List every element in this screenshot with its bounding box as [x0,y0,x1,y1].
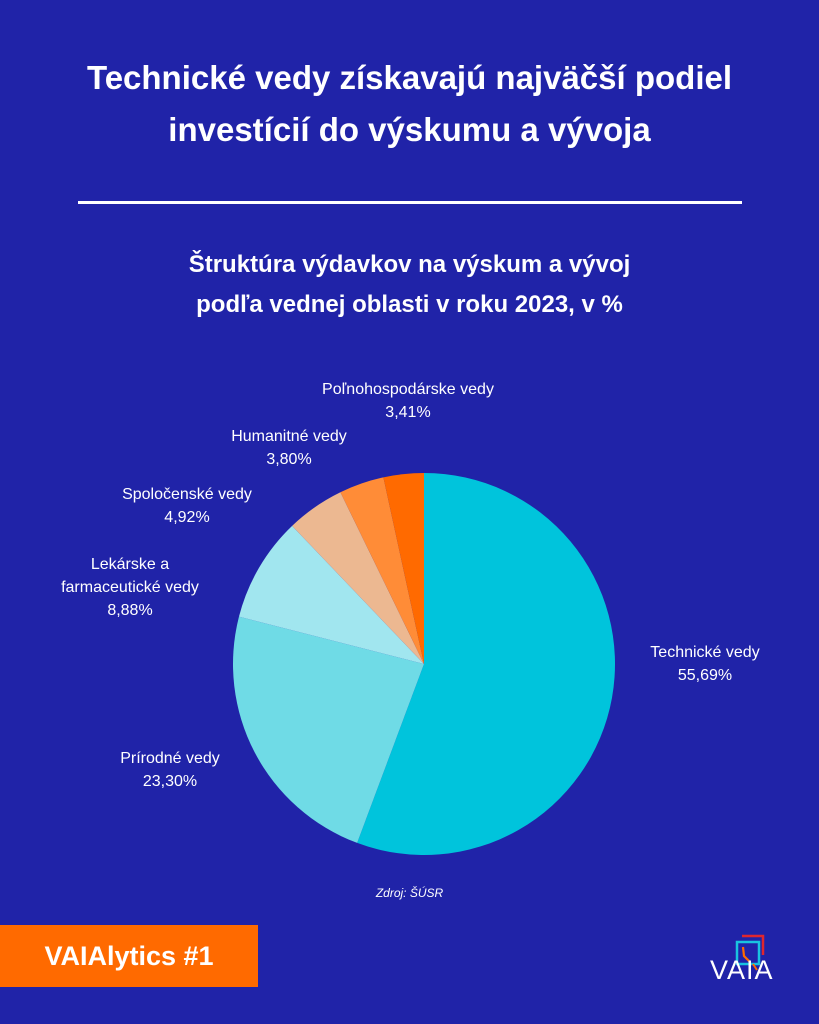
series-badge: VAIAlytics #1 [0,925,258,987]
pie-slice-1 [233,616,424,843]
pie-slice-4 [340,477,424,664]
vaia-logo-text: VAIA [710,955,774,985]
page-title: Technické vedy získavajú najväčší podiel… [86,59,733,148]
pie-slice-5 [383,473,424,664]
source-note: Zdroj: ŠÚSR [375,886,444,900]
chart-title: Štruktúra výdavkov na výskum a vývoj pod… [188,251,631,318]
label-technicke: Technické vedy 55,69% [650,644,760,684]
label-spolocenske: Spoločenské vedy 4,92% [122,486,252,526]
pie-slice-3 [292,492,424,664]
pie-slice-0 [357,473,616,855]
divider [78,201,742,204]
label-polnohospodarske: Poľnohospodárske vedy 3,41% [322,381,494,421]
label-prirodne: Prírodné vedy 23,30% [120,750,220,790]
pie-slice-2 [238,525,424,664]
vaia-logo-icon [735,934,765,971]
label-lekarske: Lekárske a farmaceutické vedy 8,88% [61,556,199,619]
label-humanitne: Humanitné vedy 3,80% [231,428,347,468]
